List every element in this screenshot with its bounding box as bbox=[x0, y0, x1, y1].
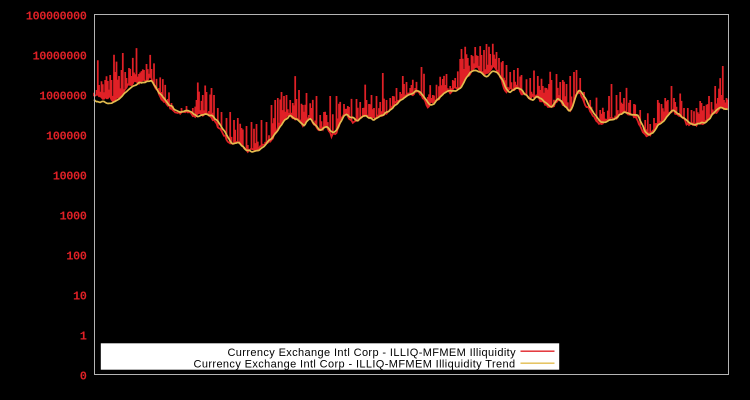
svg-text:10000000: 10000000 bbox=[32, 49, 86, 63]
svg-text:1: 1 bbox=[80, 329, 87, 343]
svg-text:Currency Exchange Intl Corp -: Currency Exchange Intl Corp - ILLIQ-MFME… bbox=[227, 347, 516, 359]
svg-text:0: 0 bbox=[80, 369, 87, 383]
svg-text:100000: 100000 bbox=[46, 129, 87, 143]
svg-text:Currency Exchange Intl Corp -: Currency Exchange Intl Corp - ILLIQ-MFME… bbox=[194, 358, 516, 370]
svg-text:10: 10 bbox=[73, 289, 87, 303]
svg-text:100: 100 bbox=[66, 249, 87, 263]
svg-text:1000000: 1000000 bbox=[39, 89, 87, 103]
svg-text:100000000: 100000000 bbox=[26, 9, 87, 23]
svg-text:1000: 1000 bbox=[59, 209, 86, 223]
svg-text:10000: 10000 bbox=[53, 169, 87, 183]
